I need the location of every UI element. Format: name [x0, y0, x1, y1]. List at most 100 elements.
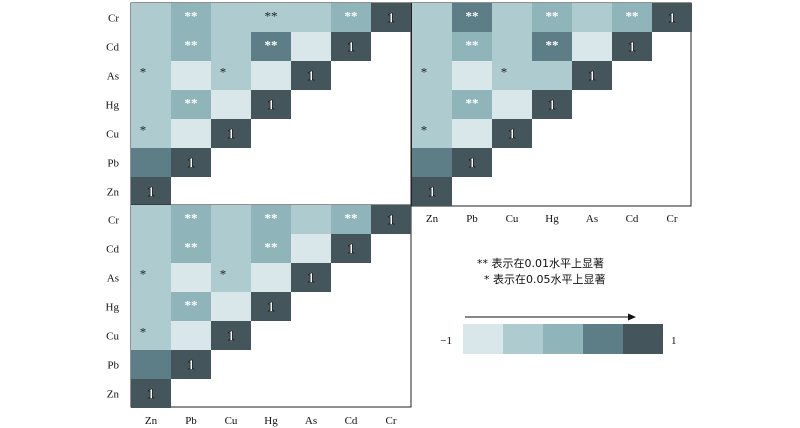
cell-pb-zn [412, 148, 452, 177]
col-label-as: As [305, 415, 317, 427]
row-label-cu: Cu [106, 331, 119, 343]
row-label-cu: Cu [106, 129, 119, 141]
row-label-cr: Cr [108, 13, 119, 25]
cell-as-zn [412, 61, 452, 90]
cell-cd-cd [331, 234, 371, 263]
col-label-cd: Cd [626, 213, 639, 225]
diagonal-value: 1 [347, 242, 355, 258]
cell-as-cu [211, 263, 251, 292]
row-label-cd: Cd [106, 244, 119, 256]
cell-as-as [572, 61, 612, 90]
cell-pb-pb [171, 350, 211, 379]
legend-swatch-4 [583, 324, 623, 354]
significance-mark: * [140, 65, 147, 80]
legend-min-label: −1 [440, 335, 452, 347]
col-label-zn: Zn [145, 415, 158, 427]
significance-mark: * [421, 123, 428, 138]
cell-zn-zn [131, 379, 171, 408]
diagonal-value: 1 [508, 127, 516, 143]
significance-mark: * [421, 65, 428, 80]
cell-cr-zn [131, 205, 171, 234]
row-label-hg: Hg [106, 100, 120, 112]
diagonal-value: 1 [187, 156, 195, 172]
diagonal-value: 1 [347, 40, 355, 56]
significance-mark: ** [466, 96, 479, 111]
cell-as-hg [251, 61, 291, 90]
cell-cd-hg [251, 234, 291, 263]
cell-cu-cu [211, 321, 251, 350]
cell-hg-pb [171, 292, 211, 321]
cell-cr-cu [211, 205, 251, 234]
cell-cd-pb [171, 234, 211, 263]
cell-as-zn [131, 263, 171, 292]
row-label-pb: Pb [107, 360, 119, 372]
col-label-cd: Cd [345, 415, 358, 427]
cell-zn-zn [412, 177, 452, 206]
cell-cu-cu [211, 119, 251, 148]
diagonal-value: 1 [628, 40, 636, 56]
cell-cu-pb [171, 321, 211, 350]
cell-as-hg [251, 263, 291, 292]
cell-as-cu [211, 61, 251, 90]
significance-mark: ** [345, 211, 358, 226]
cell-cd-cu [492, 32, 532, 61]
cell-cr-cr [371, 205, 411, 234]
col-label-cr: Cr [386, 415, 397, 427]
diagonal-value: 1 [307, 69, 315, 85]
row-label-cr: Cr [108, 215, 119, 227]
cell-cr-cr [371, 3, 411, 32]
cell-cd-zn [131, 32, 171, 61]
cell-cd-hg [251, 32, 291, 61]
legend-color-scale [463, 324, 663, 354]
diagonal-value: 1 [227, 329, 235, 345]
col-label-cu: Cu [225, 415, 238, 427]
legend-swatch-1 [463, 324, 503, 354]
cell-cu-cu [492, 119, 532, 148]
cell-hg-zn [412, 90, 452, 119]
diagonal-value: 1 [548, 98, 556, 114]
diagonal-value: 1 [468, 156, 476, 172]
diagonal-value: 1 [187, 358, 195, 374]
cell-hg-hg [251, 292, 291, 321]
legend-swatch-3 [543, 324, 583, 354]
diagonal-value: 1 [387, 213, 395, 229]
cell-as-cu [492, 61, 532, 90]
cell-cd-as [291, 32, 331, 61]
legend-note-double: ** 表示在0.01水平上显著 [477, 256, 604, 270]
cell-cd-cd [612, 32, 652, 61]
row-label-as: As [107, 273, 119, 285]
significance-mark: ** [185, 211, 198, 226]
significance-mark: * [140, 267, 147, 282]
cell-cr-cu [492, 3, 532, 32]
cell-hg-cu [211, 90, 251, 119]
significance-mark: ** [265, 38, 278, 53]
legend-swatch-2 [503, 324, 543, 354]
diagonal-value: 1 [387, 11, 395, 27]
diagonal-value: 1 [668, 11, 676, 27]
cell-cd-as [572, 32, 612, 61]
col-label-as: As [586, 213, 598, 225]
significance-mark: ** [546, 9, 559, 24]
cell-cu-zn [131, 119, 171, 148]
diagonal-value: 1 [588, 69, 596, 85]
col-label-cu: Cu [506, 213, 519, 225]
cell-cd-zn [412, 32, 452, 61]
cell-cr-cd [331, 205, 371, 234]
col-label-zn: Zn [426, 213, 439, 225]
significance-mark: * [220, 267, 227, 282]
cell-hg-cu [492, 90, 532, 119]
cell-cr-as [291, 3, 331, 32]
cell-cr-pb [171, 3, 211, 32]
cell-cr-as [572, 3, 612, 32]
cell-cr-pb [452, 3, 492, 32]
panel-c-riparian-soil: (c) 河岸土壤******1****1**1**1*111CrCdAsHgCu… [106, 204, 412, 427]
significance-mark: ** [345, 9, 358, 24]
cell-zn-zn [131, 177, 171, 206]
cell-cr-zn [412, 3, 452, 32]
cell-pb-pb [452, 148, 492, 177]
cell-hg-cu [211, 292, 251, 321]
cell-as-as [291, 263, 331, 292]
significance-mark: ** [546, 38, 559, 53]
col-label-hg: Hg [545, 213, 559, 225]
panel-b-surface-sediment: (b) 表层底泥******1****1**1**1*111ZnPbCuHgAs… [411, 2, 692, 225]
